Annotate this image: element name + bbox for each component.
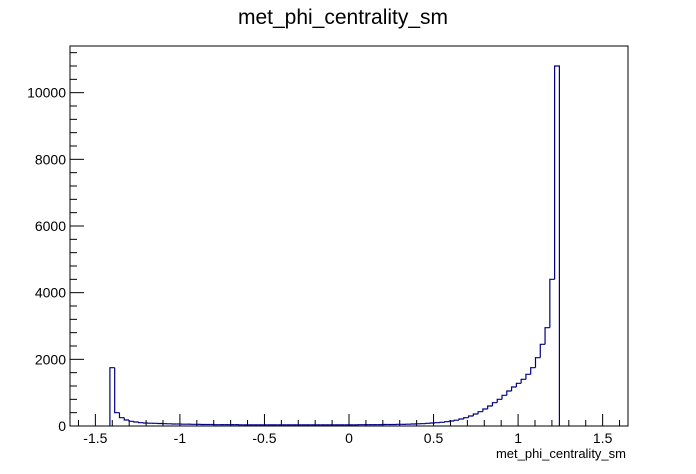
x-tick-label: 0.5 <box>424 430 444 446</box>
y-tick-label: 0 <box>58 418 66 434</box>
y-tick-label: 4000 <box>35 285 66 301</box>
histogram-bin <box>530 367 536 375</box>
x-tick-label: -0.5 <box>252 430 276 446</box>
histogram-bin <box>482 408 488 412</box>
histogram-bin <box>123 417 130 421</box>
histogram-bin <box>549 278 555 328</box>
histogram-bin <box>448 420 455 422</box>
histogram-bin <box>510 386 517 391</box>
histogram-bin <box>491 402 498 406</box>
histogram-bin <box>544 327 550 345</box>
x-tick-label: 1.5 <box>593 430 613 446</box>
x-axis: -1.5 -1 -0.5 0 0.5 1 1.5 <box>77 414 621 446</box>
y-axis: 0 2000 4000 6000 8000 10000 <box>27 52 84 434</box>
chart-title: met_phi_centrality_sm <box>238 6 448 29</box>
histogram-bin <box>487 405 493 409</box>
y-tick-label: 2000 <box>35 351 66 367</box>
x-tick-label: -1 <box>174 430 187 446</box>
y-tick-label: 6000 <box>35 218 66 234</box>
plot-frame <box>69 45 629 427</box>
x-tick-label: 1 <box>514 430 522 446</box>
histogram-bin <box>520 378 526 384</box>
histogram-bin <box>114 367 120 414</box>
histogram-series <box>109 65 561 426</box>
histogram-bin <box>128 420 134 422</box>
histogram-bin <box>118 412 125 419</box>
histogram-bin <box>133 421 139 423</box>
histogram-bin <box>506 390 512 396</box>
histogram-bin <box>501 394 507 400</box>
histogram-bin <box>539 343 546 358</box>
y-tick-label: 10000 <box>27 85 66 101</box>
histogram-bin <box>525 373 531 380</box>
x-tick-label: 0 <box>345 430 353 446</box>
histogram-bin <box>515 382 522 387</box>
histogram-bin <box>463 417 469 419</box>
histogram-bin <box>458 418 464 421</box>
x-tick-label: -1.5 <box>83 430 107 446</box>
histogram-bin <box>137 422 144 424</box>
histogram-bin <box>554 65 561 426</box>
histogram-bin <box>472 413 479 416</box>
histogram-bin <box>444 421 450 423</box>
histogram-bin <box>453 419 459 421</box>
histogram-bin <box>534 357 541 368</box>
x-axis-label: met_phi_centrality_sm <box>496 446 626 461</box>
y-tick-label: 8000 <box>35 151 66 167</box>
histogram-bin <box>467 415 474 418</box>
histogram-bin <box>477 411 483 414</box>
histogram-bin <box>109 367 115 426</box>
histogram-bin <box>496 398 503 403</box>
